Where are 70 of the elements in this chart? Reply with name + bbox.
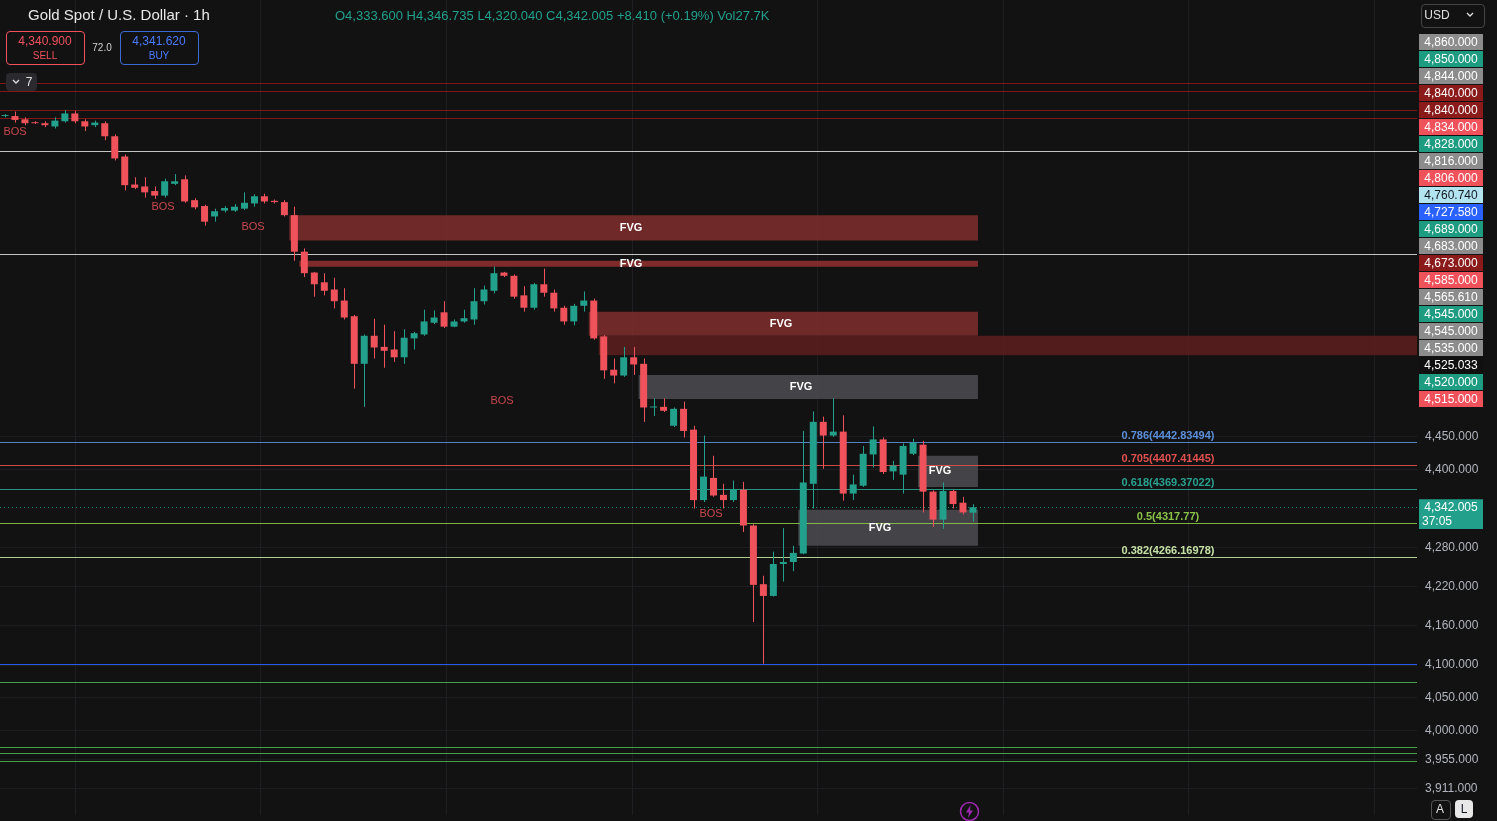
- annotation: BOS: [490, 394, 514, 406]
- candlestick: [171, 173, 179, 186]
- text: 4,844.000: [1419, 68, 1483, 84]
- text: L: [1460, 802, 1468, 816]
- annotation: BOS: [241, 220, 265, 232]
- y-tick-label: 4,050.000: [1425, 689, 1479, 704]
- band-label: FVG: [619, 256, 643, 269]
- text: 4,525.033: [1419, 357, 1483, 373]
- ref-line-label: 0.705(4407.41445): [1121, 451, 1215, 464]
- y-tick-label: 4,280.000: [1425, 539, 1479, 554]
- y-tick-label: 4,400.000: [1425, 461, 1479, 476]
- band-label: FVG: [868, 520, 892, 533]
- annotation: 4,340.900: [18, 34, 72, 48]
- text: 4,545.000: [1419, 306, 1483, 322]
- y-tick-label: 4,000.000: [1425, 722, 1479, 737]
- text: USD: [1424, 8, 1450, 22]
- y-tick-label: 4,220.000: [1425, 579, 1479, 594]
- annotation: 4,341.620: [132, 34, 186, 48]
- candlestick: [440, 300, 448, 329]
- y-tick-label: 3,911.000: [1425, 780, 1478, 795]
- annotation: BOS: [151, 200, 175, 212]
- annotation: BUY: [148, 49, 170, 61]
- text: 4,816.000: [1419, 153, 1483, 169]
- ref-line-label: 0.786(4442.83494): [1121, 428, 1215, 441]
- text: 4,545.000: [1419, 323, 1483, 339]
- text: 4,689.000: [1419, 221, 1483, 237]
- text: 4,840.000: [1419, 102, 1483, 118]
- ref-line-label: 0.618(4369.37022): [1121, 476, 1215, 489]
- annotation: SELL: [32, 49, 58, 61]
- text: Gold Spot / U.S. Dollar · 1h: [28, 6, 210, 23]
- text: 4,565.610: [1419, 289, 1483, 305]
- text: 4,860.000: [1419, 34, 1483, 50]
- text: 4,806.000: [1419, 170, 1483, 186]
- candlestick: [320, 272, 328, 296]
- annotation: 72.0: [92, 41, 112, 53]
- text: 4,840.000: [1419, 85, 1483, 101]
- text: 4,535.000: [1419, 340, 1483, 356]
- text: 37:05: [1421, 514, 1453, 528]
- candlestick: [540, 268, 548, 298]
- ref-line-label: 0.5(4317.77): [1136, 510, 1200, 523]
- band-label: FVG: [619, 220, 643, 233]
- text: 4,515.000: [1419, 391, 1483, 407]
- annotation: BOS: [3, 125, 27, 137]
- y-tick-label: 4,450.000: [1425, 429, 1479, 444]
- text: 4,585.000: [1419, 272, 1483, 288]
- annotation: 7: [25, 75, 33, 89]
- y-tick-label: 3,955.000: [1425, 751, 1479, 766]
- text: A: [1435, 802, 1445, 816]
- text: 4,673.000: [1419, 255, 1483, 271]
- text: 4,760.740: [1419, 187, 1483, 203]
- annotation: BOS: [699, 507, 723, 519]
- text: 4,520.000: [1419, 374, 1483, 390]
- candlestick: [151, 185, 159, 200]
- band-label: FVG: [769, 316, 793, 329]
- text: 4,727.580: [1419, 204, 1483, 220]
- y-tick-label: 4,100.000: [1425, 657, 1479, 672]
- ref-line-label: 4,342.005: [1424, 500, 1479, 515]
- text: O4,333.600 H4,346.735 L4,320.040 C4,342.005 +8.410 (+0.19%) Vol27.7K: [335, 8, 770, 23]
- candlestick: [221, 205, 229, 214]
- y-tick-label: 4,160.000: [1425, 618, 1479, 633]
- text: 4,683.000: [1419, 238, 1483, 254]
- candlestick: [450, 318, 458, 328]
- ref-line-label: 0.382(4266.16978): [1121, 543, 1215, 556]
- candlestick: [520, 285, 528, 313]
- candlestick: [161, 178, 169, 199]
- band-label: FVG: [789, 379, 813, 392]
- text: 4,828.000: [1419, 136, 1483, 152]
- band-label: FVG: [928, 464, 952, 477]
- text: 4,850.000: [1419, 51, 1483, 67]
- text: 4,834.000: [1419, 119, 1483, 135]
